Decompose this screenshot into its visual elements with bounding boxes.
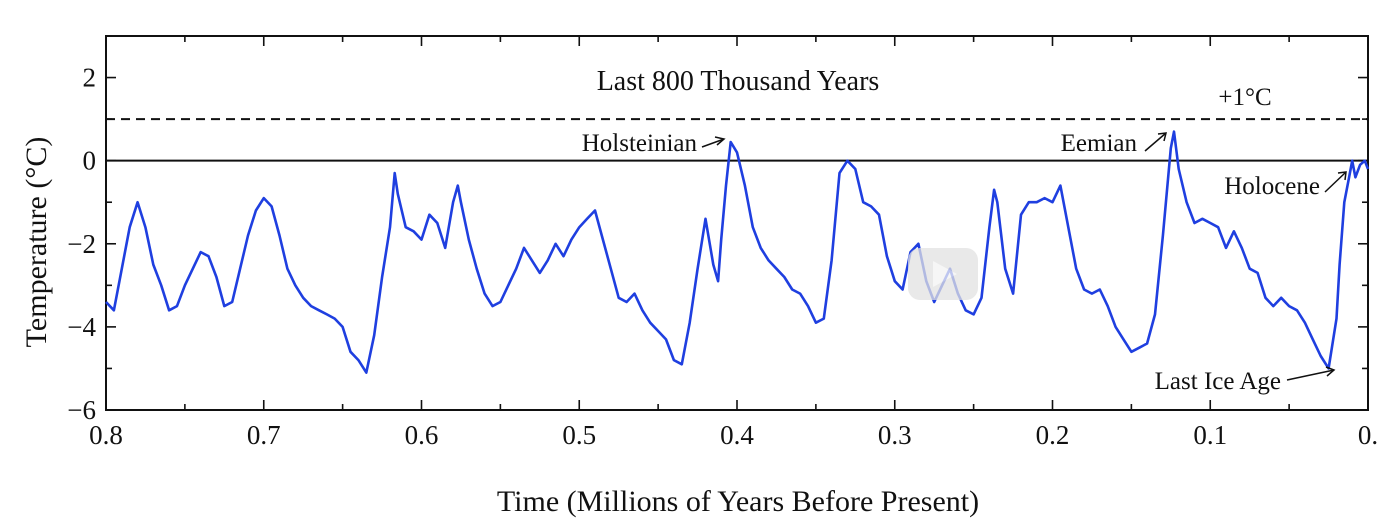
annotation-eemian: Eemian <box>1061 130 1138 157</box>
x-tick-label: 0.5 <box>562 420 596 450</box>
x-tick-label: 0.2 <box>1036 420 1070 450</box>
x-tick-label: 0.1 <box>1193 420 1227 450</box>
temperature-series-line <box>105 130 1370 374</box>
annotation-arrow-holocene <box>1324 171 1347 193</box>
x-tick-label: 0.6 <box>405 420 439 450</box>
annotation-holsteinian: Holsteinian <box>582 130 698 157</box>
annotation-arrow-last-ice-age <box>1286 369 1335 381</box>
y-tick-label: 0 <box>83 146 97 176</box>
x-tick-label: 0.3 <box>878 420 912 450</box>
annotation-arrowhead-holocene <box>1337 171 1347 181</box>
x-tick-label: 0.4 <box>720 420 754 450</box>
y-tick-label: −2 <box>67 229 96 259</box>
annotation-arrowhead-holsteinian <box>714 136 726 146</box>
axis-tick-labels: 0.8 0.7 0.6 0.5 0.4 0.3 0.2 0.1 0.20−2−4−6 <box>67 63 1378 450</box>
play-overlay-icon[interactable] <box>908 248 978 300</box>
axis-ticks <box>105 35 1369 411</box>
chart-title: Last 800 Thousand Years <box>597 66 880 97</box>
y-tick-label: 2 <box>83 63 97 93</box>
annotation-last-ice-age: Last Ice Age <box>1155 368 1281 395</box>
annotation-arrow-eemian <box>1144 132 1167 152</box>
y-axis-label: Temperature (°C) <box>20 137 53 348</box>
y-tick-label: −4 <box>67 312 96 342</box>
plus-one-degree-label: +1°C <box>1218 84 1271 111</box>
x-tick-label: 0.8 <box>89 420 123 450</box>
annotation-arrowhead-eemian <box>1157 132 1167 142</box>
x-tick-label: 0.7 <box>247 420 281 450</box>
event-annotations: Holsteinian Eemian Holocene Last Ice Age <box>582 130 1347 395</box>
y-tick-label: −6 <box>67 395 96 425</box>
x-tick-label: 0. <box>1358 420 1378 450</box>
x-axis-label: Time (Millions of Years Before Present) <box>497 485 979 518</box>
annotation-holocene: Holocene <box>1224 173 1320 200</box>
annotation-arrowhead-last-ice-age <box>1325 366 1336 377</box>
annotation-arrow-holsteinian <box>701 138 725 148</box>
